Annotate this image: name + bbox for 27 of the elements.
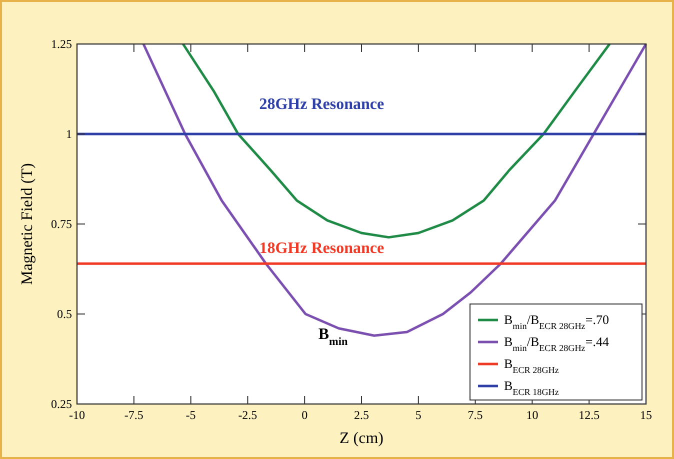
annotation: B$_{min}$	[318, 326, 348, 348]
legend-label: B$_{ECR 28GHz}$	[504, 356, 559, 375]
x-tick-label: 0	[302, 408, 308, 422]
x-tick-label: -10	[69, 408, 85, 422]
y-tick-label: 0.25	[51, 397, 72, 411]
y-tick-label: 1.25	[51, 37, 72, 51]
y-tick-label: 0.5	[57, 307, 72, 321]
x-tick-label: 5	[415, 408, 422, 422]
x-tick-label: -7.5	[124, 408, 144, 422]
y-tick-label: 0.75	[51, 217, 72, 231]
x-tick-label: 10	[526, 408, 538, 422]
x-tick-label: 2.5	[354, 408, 369, 422]
legend-label: B$_{ECR 18GHz}$	[504, 378, 559, 397]
annotation: 18GHz Resonance	[259, 240, 384, 257]
x-tick-label: 12.5	[578, 408, 600, 422]
x-tick-label: 15	[640, 408, 652, 422]
legend-label: B$_{min}$/B$_{ECR 28GHz}$=.70	[504, 312, 609, 331]
line-series	[142, 42, 648, 337]
y-tick-label: 1	[66, 127, 72, 141]
legend-label: B$_{min}$/B$_{ECR 28GHz}$=.44	[504, 334, 610, 353]
annotation: 28GHz Resonance	[259, 96, 384, 113]
x-tick-label: 7.5	[468, 408, 483, 422]
x-tick-label: -2.5	[238, 408, 258, 422]
x-tick-label: -5	[186, 408, 196, 422]
x-axis-title: Z (cm)	[340, 430, 384, 447]
y-axis-title: Magnetic Field (T)	[19, 163, 36, 285]
line-series	[182, 42, 611, 239]
